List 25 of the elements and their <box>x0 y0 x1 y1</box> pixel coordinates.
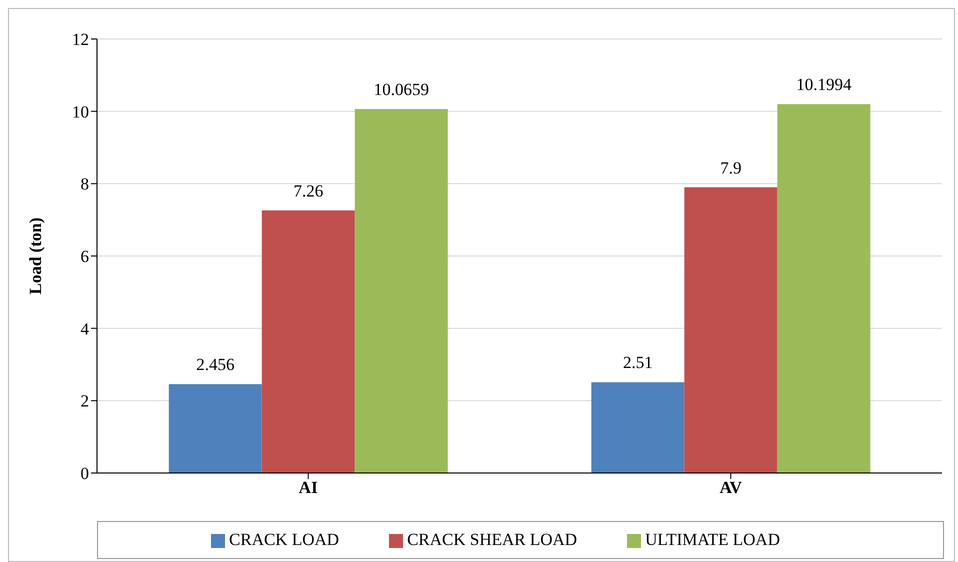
bar <box>591 382 684 473</box>
bar <box>168 384 262 473</box>
data-label: 7.9 <box>720 158 742 178</box>
data-label: 10.1994 <box>796 75 852 94</box>
data-label: 7.26 <box>293 181 324 200</box>
y-tick-label: 6 <box>80 247 89 266</box>
bar <box>262 210 355 473</box>
y-axis-title: Load (ton) <box>26 218 46 294</box>
bar <box>777 104 870 473</box>
y-tick-label: 10 <box>72 102 89 122</box>
bar <box>684 187 778 473</box>
data-label: 10.0659 <box>374 80 429 99</box>
legend-label: CRACK LOAD <box>229 530 340 549</box>
legend-label: ULTIMATE LOAD <box>645 530 780 549</box>
x-tick-label: AV <box>720 478 743 498</box>
y-tick-label: 0 <box>80 464 89 484</box>
bar <box>354 108 448 473</box>
y-tick-label: 12 <box>72 30 89 50</box>
y-tick-label: 2 <box>80 392 89 411</box>
data-label: 2.456 <box>196 355 234 374</box>
x-tick-label: AI <box>298 478 318 498</box>
y-tick-label: 8 <box>80 174 89 194</box>
y-tick-label: 4 <box>80 319 90 338</box>
data-label: 2.51 <box>622 353 653 372</box>
legend-label: CRACK SHEAR LOAD <box>407 530 578 549</box>
